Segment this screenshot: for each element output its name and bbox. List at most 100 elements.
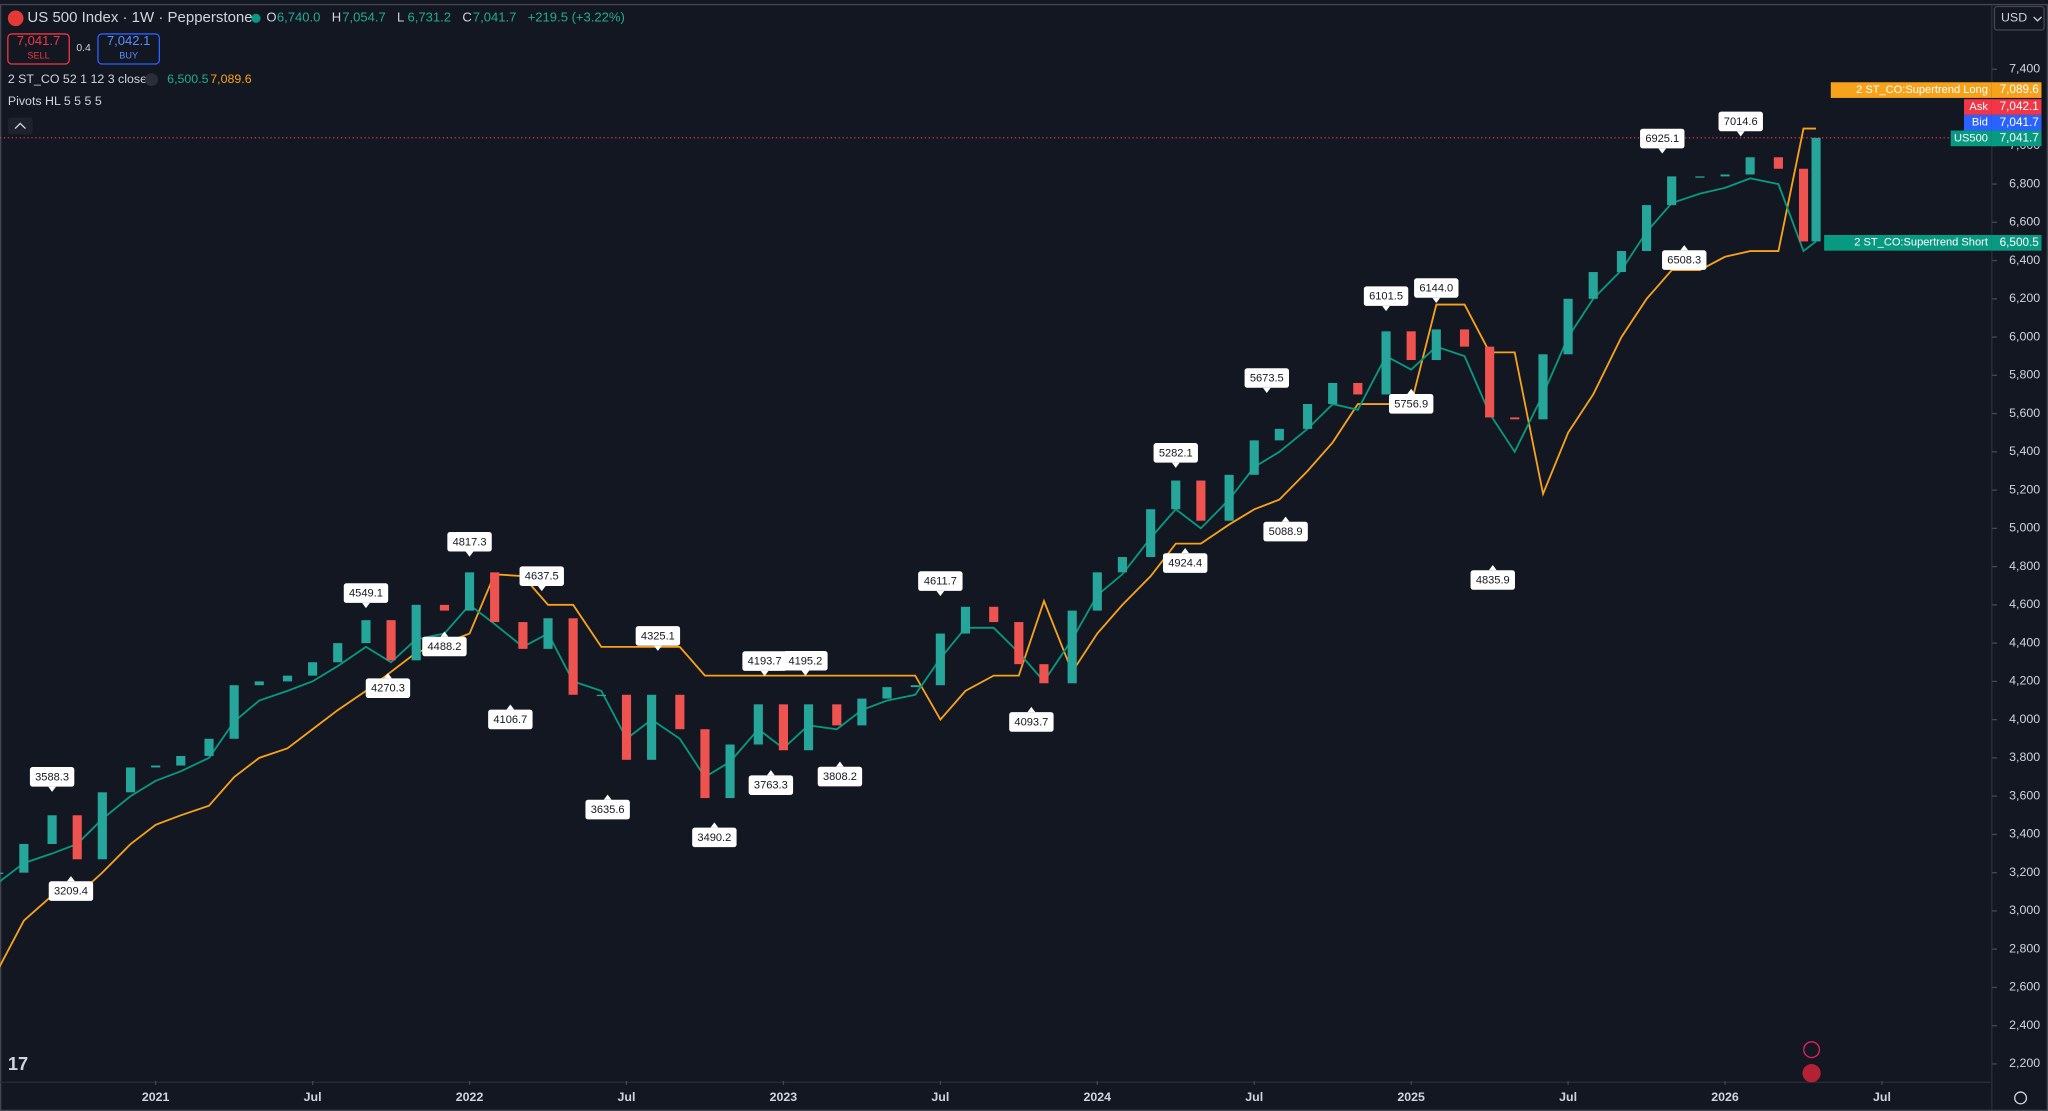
pivot-pointer [362, 602, 370, 609]
symbol-title: US 500 Index · 1W · Pepperstone [27, 9, 252, 26]
pivot-box [29, 767, 75, 787]
tag-value-box [1991, 82, 2042, 98]
pivot-text: 4835.9 [1476, 575, 1510, 587]
flag-icon [1802, 1064, 1821, 1083]
pivot-text: 6144.0 [1419, 283, 1453, 295]
pivot-label: 4835.9 [1470, 564, 1515, 590]
pivot-text: 4193.7 [748, 656, 782, 668]
pivot-label: 3635.6 [585, 794, 630, 820]
candle [1171, 480, 1181, 510]
candle [960, 606, 971, 634]
candle [1274, 428, 1284, 441]
candle [1249, 440, 1259, 475]
pivot-pointer [1171, 462, 1180, 468]
pivot-label: 3209.4 [48, 876, 94, 901]
y-tick-label: 3,600 [2009, 788, 2040, 802]
y-tick-label: 4,000 [2009, 712, 2040, 726]
pivot-pointer [465, 551, 474, 557]
candle [1406, 331, 1416, 361]
candle [1224, 474, 1234, 521]
candle [151, 765, 161, 768]
tag-label-box [1950, 130, 1992, 147]
settings-icon[interactable] [2014, 1091, 2028, 1105]
candle [1811, 137, 1821, 242]
event-icon [1803, 1041, 1821, 1059]
ohlc-value: 6,740.0 [277, 10, 321, 25]
tag-value: 7,041.7 [2000, 116, 2039, 129]
tag-label: US500 [1954, 132, 1988, 144]
pivot-text: 7014.6 [1724, 116, 1758, 128]
pivot-box [488, 709, 533, 730]
indicator-name: 2 ST_CO 52 1 12 3 close [8, 72, 147, 86]
pivot-box [1662, 250, 1707, 270]
candle [1538, 354, 1548, 420]
ohlc-key: O [266, 10, 276, 25]
sell-price: 7,041.7 [17, 33, 61, 48]
pivot-text: 4106.7 [493, 714, 527, 726]
candle [1014, 622, 1024, 665]
pivot-label: 6508.3 [1662, 245, 1707, 270]
sell-button[interactable] [7, 33, 70, 65]
y-tick-label: 3,400 [2009, 827, 2040, 841]
pivot-pointer [1407, 388, 1416, 395]
pivot-text: 4093.7 [1014, 717, 1048, 729]
pivot-label: 4611.7 [918, 571, 963, 597]
y-tick-label: 5,200 [2009, 482, 2040, 496]
y-tick-label: 3,000 [2009, 903, 2040, 917]
y-tick-label: 6,400 [2009, 253, 2040, 267]
pivot-box [1153, 443, 1198, 463]
candle [1328, 382, 1338, 405]
pivot-pointer [1432, 297, 1441, 303]
tag-label: 2 ST_CO:Supertrend Short [1854, 237, 1988, 249]
candle [464, 572, 475, 611]
candle [543, 618, 553, 649]
tag-value: 7,042.1 [2000, 100, 2039, 113]
pivot-label: 3588.3 [29, 767, 75, 792]
candle [72, 815, 82, 860]
y-tick-label: 2,400 [2009, 1018, 2040, 1032]
candle [1117, 557, 1127, 573]
candle [1510, 417, 1520, 420]
pivot-box [365, 678, 411, 698]
candle [700, 729, 710, 799]
candle [439, 604, 450, 611]
tag-value: 6,500.5 [2000, 236, 2040, 249]
candle [1485, 346, 1495, 418]
pivot-pointer [1488, 564, 1497, 571]
buy-button[interactable] [97, 33, 160, 65]
candle [411, 604, 421, 661]
spread: 0.4 [76, 43, 91, 54]
currency-caret [2033, 16, 2042, 22]
pivot-text: 5088.9 [1269, 526, 1303, 538]
pivot-box [422, 636, 467, 657]
y-tick-label: 4,400 [2009, 635, 2040, 649]
currency: USD [2001, 11, 2027, 25]
ohlc-key: H [332, 10, 341, 25]
pivot-text: 5282.1 [1159, 447, 1193, 459]
pivot-text: 3635.6 [591, 804, 625, 816]
currency-button[interactable] [1993, 5, 2045, 31]
pivot-pointer [766, 770, 775, 776]
pivot-text: 4549.1 [349, 588, 383, 600]
candle [1431, 329, 1441, 361]
pivot-text: 5673.5 [1250, 373, 1284, 385]
x-tick-label: 2023 [770, 1090, 798, 1104]
candle [1353, 382, 1363, 395]
candle [1616, 250, 1627, 273]
collapse-button[interactable] [7, 117, 33, 135]
tag-value: 7,089.6 [2000, 83, 2040, 96]
tag-value-box [1991, 130, 2042, 147]
indicator-short: 6,500.5 [167, 72, 208, 86]
pivot-pointer [836, 761, 844, 767]
candle [1720, 174, 1730, 177]
indicator-icon [144, 73, 159, 87]
candle [857, 698, 867, 726]
x-tick-label: 2026 [1711, 1090, 1739, 1104]
candle [1798, 168, 1809, 242]
pivot-text: 4270.3 [371, 683, 405, 695]
pivot-label: 4924.4 [1162, 548, 1208, 573]
pivot-pointer [760, 670, 769, 677]
pivot-box [1388, 394, 1434, 414]
pivot-box [692, 827, 737, 848]
pivot-label: 5088.9 [1263, 516, 1308, 542]
